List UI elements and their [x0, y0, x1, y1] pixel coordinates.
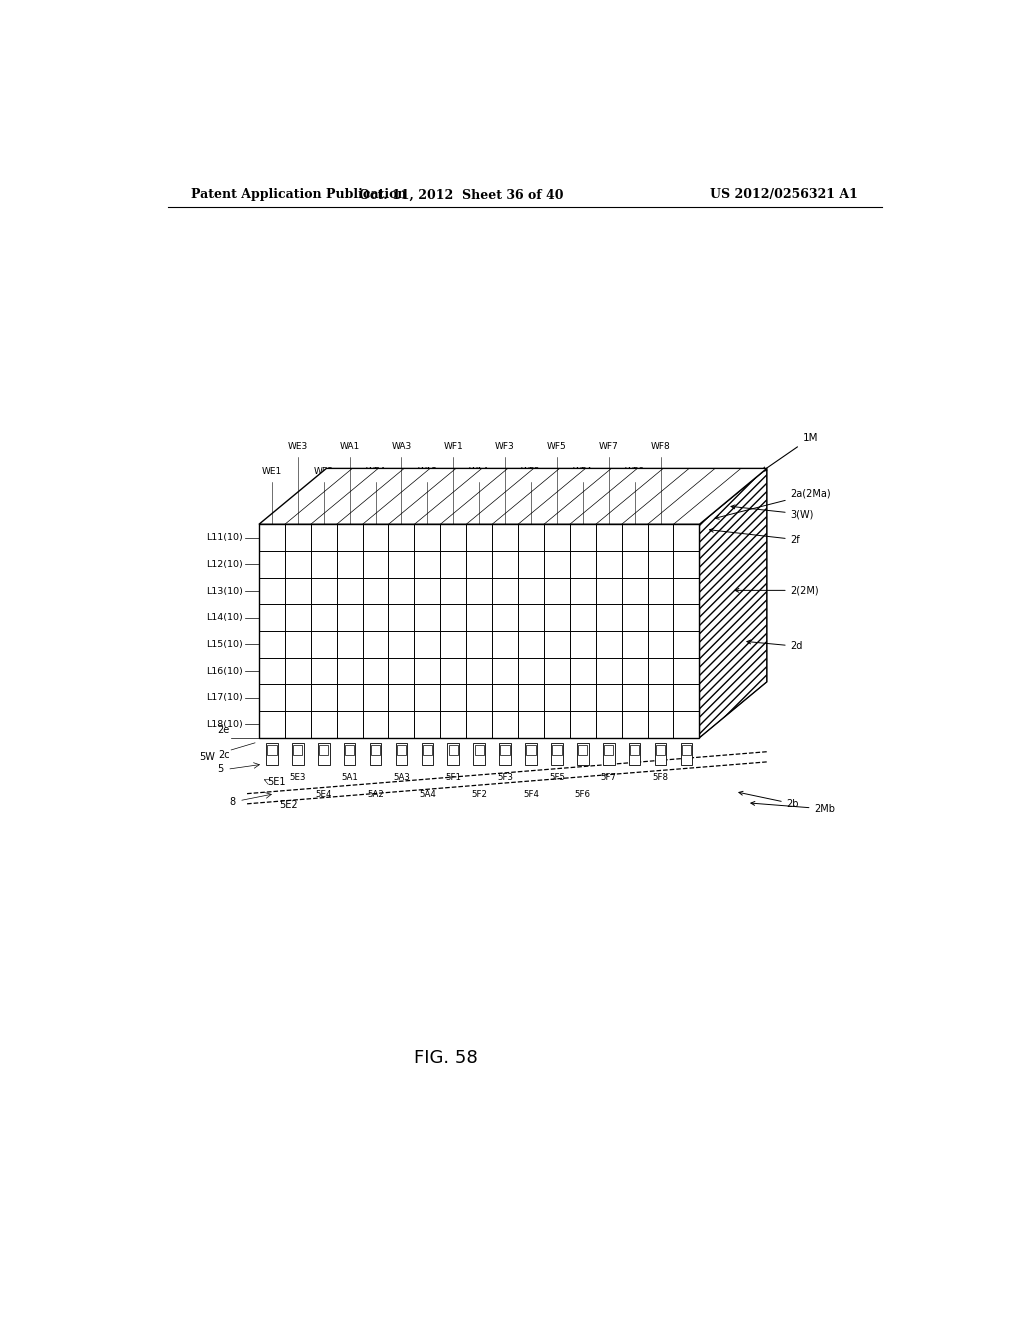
- Text: WE2: WE2: [313, 466, 334, 475]
- Text: 5A4: 5A4: [419, 789, 436, 799]
- Bar: [267, 744, 276, 755]
- Text: 5F5: 5F5: [549, 774, 565, 783]
- Bar: [681, 743, 692, 766]
- Text: 5F6: 5F6: [574, 789, 591, 799]
- Polygon shape: [699, 469, 767, 738]
- Text: L11(10): L11(10): [206, 533, 243, 543]
- Bar: [317, 743, 330, 766]
- Bar: [259, 524, 699, 738]
- Text: WF7: WF7: [599, 442, 618, 451]
- Text: WF4: WF4: [573, 466, 593, 475]
- Bar: [292, 743, 304, 766]
- Text: 5F8: 5F8: [652, 774, 669, 783]
- Text: L18(10): L18(10): [206, 719, 243, 729]
- Text: L14(10): L14(10): [206, 614, 243, 622]
- Text: 5F1: 5F1: [445, 774, 461, 783]
- Text: WF1: WF1: [443, 442, 463, 451]
- Text: WE1: WE1: [262, 466, 282, 475]
- Bar: [266, 743, 278, 766]
- Bar: [473, 743, 485, 766]
- Text: WE4: WE4: [366, 466, 386, 475]
- Bar: [525, 743, 537, 766]
- Text: L17(10): L17(10): [206, 693, 243, 702]
- Text: 5A1: 5A1: [341, 774, 358, 783]
- Text: 2f: 2f: [710, 528, 801, 545]
- Bar: [655, 744, 666, 755]
- Bar: [423, 744, 432, 755]
- Text: L16(10): L16(10): [206, 667, 243, 676]
- Bar: [579, 744, 588, 755]
- Text: 2b: 2b: [739, 791, 799, 809]
- Bar: [396, 744, 407, 755]
- Bar: [395, 743, 408, 766]
- Text: 5F2: 5F2: [471, 789, 487, 799]
- Bar: [345, 744, 354, 755]
- Bar: [552, 744, 561, 755]
- Bar: [577, 743, 589, 766]
- Text: WA2: WA2: [418, 466, 437, 475]
- Text: 5E3: 5E3: [290, 774, 306, 783]
- Bar: [526, 744, 536, 755]
- Text: 5A2: 5A2: [367, 789, 384, 799]
- Bar: [654, 743, 667, 766]
- Text: 2a(2Ma): 2a(2Ma): [715, 488, 831, 519]
- Text: 5E1: 5E1: [267, 777, 286, 788]
- Text: Patent Application Publication: Patent Application Publication: [191, 189, 407, 202]
- Bar: [474, 744, 483, 755]
- Bar: [604, 744, 613, 755]
- Bar: [629, 743, 640, 766]
- Text: WA3: WA3: [391, 442, 412, 451]
- Bar: [603, 743, 614, 766]
- Bar: [319, 744, 329, 755]
- Bar: [449, 744, 458, 755]
- Bar: [422, 743, 433, 766]
- Text: 2d: 2d: [746, 640, 803, 651]
- Bar: [370, 743, 381, 766]
- Text: FIG. 58: FIG. 58: [414, 1049, 477, 1067]
- Bar: [501, 744, 510, 755]
- Bar: [682, 744, 691, 755]
- Text: 1M: 1M: [762, 433, 818, 471]
- Text: WF5: WF5: [547, 442, 566, 451]
- Text: US 2012/0256321 A1: US 2012/0256321 A1: [711, 189, 858, 202]
- Bar: [630, 744, 639, 755]
- Bar: [344, 743, 355, 766]
- Bar: [551, 743, 563, 766]
- Text: WE3: WE3: [288, 442, 308, 451]
- Text: L15(10): L15(10): [206, 640, 243, 649]
- Text: 5A3: 5A3: [393, 774, 410, 783]
- Text: 8: 8: [229, 797, 236, 807]
- Bar: [500, 743, 511, 766]
- Text: 5E4: 5E4: [315, 789, 332, 799]
- Text: WF2: WF2: [521, 466, 541, 475]
- Text: WF3: WF3: [496, 442, 515, 451]
- Text: L12(10): L12(10): [206, 560, 243, 569]
- Text: 5F4: 5F4: [523, 789, 539, 799]
- Polygon shape: [259, 469, 767, 524]
- Text: 5W: 5W: [200, 752, 215, 762]
- Text: WF8: WF8: [650, 442, 671, 451]
- Text: 5F7: 5F7: [601, 774, 616, 783]
- Text: 2c: 2c: [218, 750, 229, 760]
- Text: 2e: 2e: [217, 725, 229, 735]
- Text: 5E2: 5E2: [279, 800, 297, 809]
- Text: 2Mb: 2Mb: [751, 801, 836, 814]
- Text: Oct. 11, 2012  Sheet 36 of 40: Oct. 11, 2012 Sheet 36 of 40: [359, 189, 563, 202]
- Text: 5: 5: [217, 764, 223, 775]
- Bar: [447, 743, 459, 766]
- Text: 3(W): 3(W): [731, 506, 814, 519]
- Text: WA4: WA4: [469, 466, 489, 475]
- Bar: [371, 744, 380, 755]
- Text: WF6: WF6: [625, 466, 644, 475]
- Bar: [293, 744, 302, 755]
- Text: 5F3: 5F3: [497, 774, 513, 783]
- Text: L13(10): L13(10): [206, 586, 243, 595]
- Text: WA1: WA1: [340, 442, 359, 451]
- Text: 2(2M): 2(2M): [735, 585, 819, 595]
